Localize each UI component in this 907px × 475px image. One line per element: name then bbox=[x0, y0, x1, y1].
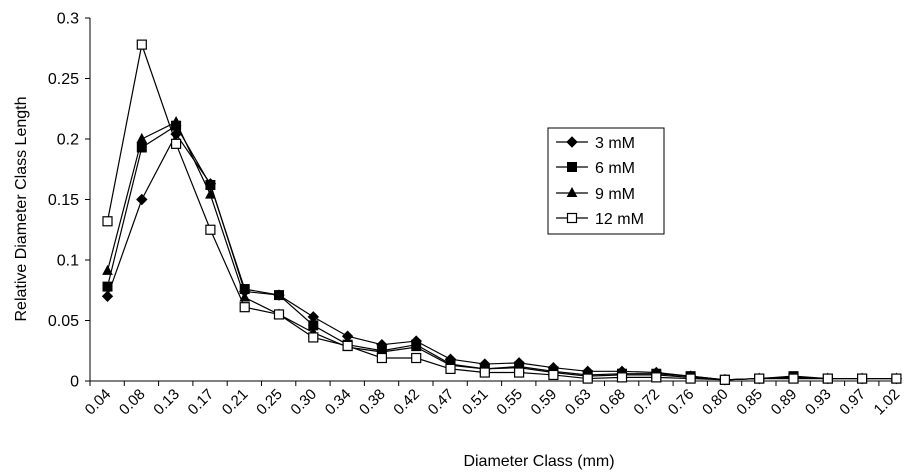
open-square-marker bbox=[719, 374, 731, 385]
open-square-marker bbox=[513, 367, 525, 378]
legend-item: 12 mM bbox=[556, 211, 644, 228]
open-square-marker bbox=[239, 302, 250, 313]
legend-item: 9 mM bbox=[556, 186, 635, 203]
open-square-marker bbox=[566, 212, 578, 224]
x-axis-title: Diameter Class (mm) bbox=[463, 453, 614, 470]
x-tick-label: 0.51 bbox=[459, 386, 492, 419]
x-tick-label: 0.97 bbox=[836, 386, 869, 419]
series-6-mm bbox=[102, 120, 902, 385]
y-tick-label: 0.15 bbox=[48, 192, 79, 209]
x-tick-label: 0.47 bbox=[425, 386, 458, 419]
open-square-marker bbox=[342, 340, 353, 352]
open-square-marker bbox=[411, 352, 422, 364]
series-line bbox=[106, 121, 897, 381]
open-square-marker bbox=[479, 367, 490, 378]
legend-label: 6 mM bbox=[595, 160, 635, 177]
open-square-marker bbox=[822, 373, 833, 384]
series-line bbox=[106, 124, 897, 381]
open-square-marker bbox=[754, 373, 765, 384]
open-square-marker bbox=[651, 372, 662, 383]
triangle-marker bbox=[170, 115, 182, 127]
series-layer bbox=[101, 39, 903, 386]
open-square-marker bbox=[891, 373, 902, 384]
open-square-marker bbox=[548, 369, 559, 381]
square-marker bbox=[274, 290, 284, 301]
series-9-mm bbox=[102, 115, 902, 384]
x-tick-label: 0.93 bbox=[802, 386, 835, 419]
open-square-marker bbox=[788, 373, 799, 384]
legend-item: 6 mM bbox=[556, 160, 635, 177]
open-square-marker bbox=[616, 372, 628, 383]
x-tick-label: 0.42 bbox=[390, 386, 423, 419]
open-square-marker bbox=[856, 373, 868, 384]
x-tick-label: 0.85 bbox=[733, 386, 766, 419]
x-tick-label: 0.68 bbox=[596, 386, 629, 419]
series-line bbox=[106, 133, 897, 381]
x-tick-label: 0.80 bbox=[699, 386, 732, 419]
legend-label: 12 mM bbox=[595, 211, 644, 228]
open-square-marker bbox=[445, 363, 456, 374]
y-axis-title: Relative Diameter Class Length bbox=[13, 97, 30, 322]
open-square-marker bbox=[582, 373, 593, 384]
y-tick-label: 0.25 bbox=[48, 71, 79, 88]
x-tick-label: 0.72 bbox=[630, 386, 663, 419]
series-line bbox=[106, 42, 897, 381]
open-square-marker bbox=[136, 39, 147, 50]
diamond-marker bbox=[136, 193, 148, 206]
square-marker bbox=[567, 162, 577, 172]
legend-label: 9 mM bbox=[595, 186, 635, 203]
x-tick-label: 0.59 bbox=[528, 386, 561, 419]
y-tick-label: 0.3 bbox=[57, 11, 79, 28]
x-axis-ticks: 0.04 0.08 0.13 0.17 0.21 0.25 0.30 0.34 0.38 0.42… bbox=[82, 381, 904, 419]
x-tick-label: 0.34 bbox=[322, 386, 355, 419]
x-tick-label: 0.13 bbox=[150, 386, 183, 419]
legend-item: 3 mM bbox=[556, 135, 635, 152]
triangle-marker bbox=[566, 186, 578, 197]
x-tick-label: 0.17 bbox=[185, 386, 218, 419]
open-square-marker bbox=[376, 352, 387, 364]
x-tick-label: 0.04 bbox=[82, 386, 115, 419]
x-tick-label: 0.38 bbox=[356, 386, 389, 419]
x-tick-label: 0.25 bbox=[253, 386, 286, 419]
x-tick-label: 0.30 bbox=[287, 386, 320, 419]
diamond-marker bbox=[566, 136, 578, 148]
x-tick-label: 0.55 bbox=[493, 386, 526, 419]
y-tick-label: 0.1 bbox=[57, 253, 79, 270]
legend-label: 3 mM bbox=[595, 135, 635, 152]
triangle-marker bbox=[239, 291, 251, 302]
triangle-marker bbox=[102, 264, 113, 275]
legend: 3 mM 6 mM 9 mM 12 mM bbox=[547, 127, 665, 235]
triangle-marker bbox=[410, 341, 422, 352]
open-square-marker bbox=[273, 309, 285, 320]
y-tick-label: 0.05 bbox=[48, 313, 79, 330]
x-tick-label: 0.76 bbox=[665, 386, 698, 419]
triangle-marker bbox=[205, 188, 216, 199]
diamond-marker bbox=[101, 290, 114, 303]
x-tick-label: 0.08 bbox=[116, 386, 149, 419]
x-tick-label: 1.02 bbox=[871, 386, 904, 419]
open-square-marker bbox=[205, 224, 216, 235]
x-tick-label: 0.89 bbox=[768, 386, 801, 419]
square-marker bbox=[102, 281, 113, 292]
open-square-marker bbox=[685, 373, 696, 384]
y-tick-label: 0.2 bbox=[57, 132, 79, 149]
triangle-marker bbox=[136, 132, 148, 143]
open-square-marker bbox=[102, 216, 113, 227]
open-square-marker bbox=[171, 138, 182, 149]
open-square-marker bbox=[308, 332, 319, 343]
x-tick-label: 0.63 bbox=[562, 386, 595, 419]
y-tick-label: 0 bbox=[70, 374, 79, 391]
y-axis-ticks: 0 0.05 0.1 0.15 0.2 0.25 0.3 bbox=[48, 11, 90, 391]
series-12-mm bbox=[102, 39, 902, 385]
x-tick-label: 0.21 bbox=[219, 386, 252, 419]
axes bbox=[89, 18, 894, 382]
